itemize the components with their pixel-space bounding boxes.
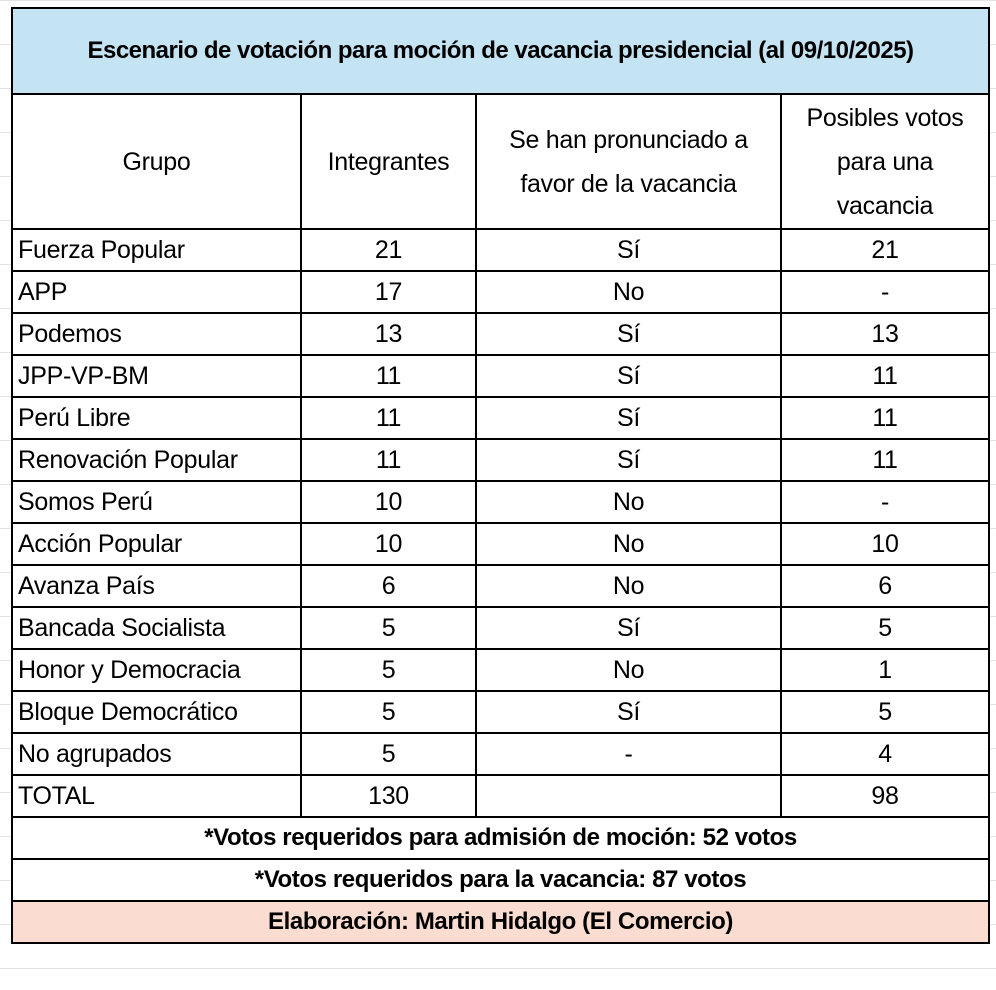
cell-group: Acción Popular	[11, 522, 302, 566]
table-row: No agrupados 5-4	[11, 732, 990, 776]
cell-group: JPP-VP-BM	[11, 354, 302, 398]
cell-group: APP	[11, 270, 302, 314]
cell-possible-votes: 1	[780, 648, 990, 692]
table-row: Fuerza Popular 21 Sí 21	[11, 228, 990, 272]
cell-group: No agrupados	[11, 732, 302, 776]
cell-pronounced: Sí	[475, 438, 782, 482]
cell-possible-votes: 11	[780, 438, 990, 482]
cell-possible-votes: 4	[780, 732, 990, 776]
cell-group: Avanza País	[11, 564, 302, 608]
note-row: *Votos requeridos para la vacancia: 87 v…	[11, 858, 990, 902]
cell-group: Bloque Democrático	[11, 690, 302, 734]
cell-possible-votes: 11	[780, 354, 990, 398]
cell-members: 11	[300, 438, 477, 482]
cell-possible-votes: 10	[780, 522, 990, 566]
cell-possible-votes: 98	[780, 774, 990, 818]
cell-group: Somos Perú	[11, 480, 302, 524]
table-row: APP 17 No -	[11, 270, 990, 314]
cell-members: 5	[300, 690, 477, 734]
required-votes-note: *Votos requeridos para admisión de moció…	[11, 816, 990, 860]
cell-pronounced: No	[475, 270, 782, 314]
cell-members: 10	[300, 522, 477, 566]
header-pronunciado: Se han pronunciado a favor de la vacanci…	[475, 93, 782, 230]
cell-pronounced: No	[475, 648, 782, 692]
cell-group: Podemos	[11, 312, 302, 356]
cell-group: TOTAL	[11, 774, 302, 818]
required-votes-note: *Votos requeridos para la vacancia: 87 v…	[11, 858, 990, 902]
table-row: Perú Libre 11 Sí 11	[11, 396, 990, 440]
cell-members: 13	[300, 312, 477, 356]
cell-possible-votes: -	[780, 480, 990, 524]
header-integrantes: Integrantes	[300, 93, 477, 230]
cell-possible-votes: 5	[780, 606, 990, 650]
cell-members: 5	[300, 648, 477, 692]
credit-row: Elaboración: Martin Hidalgo (El Comercio…	[11, 900, 990, 944]
cell-possible-votes: 6	[780, 564, 990, 608]
cell-members: 21	[300, 228, 477, 272]
credit-text: Elaboración: Martin Hidalgo (El Comercio…	[11, 900, 990, 944]
cell-group: Renovación Popular	[11, 438, 302, 482]
cell-pronounced: Sí	[475, 228, 782, 272]
cell-members: 10	[300, 480, 477, 524]
cell-members: 6	[300, 564, 477, 608]
table-row: Honor y Democracia 5 No 1	[11, 648, 990, 692]
total-row: TOTAL 130 98	[11, 774, 990, 818]
cell-pronounced: Sí	[475, 606, 782, 650]
note-row: *Votos requeridos para admisión de moció…	[11, 816, 990, 860]
cell-pronounced: Sí	[475, 396, 782, 440]
cell-members: 5	[300, 732, 477, 776]
cell-pronounced: No	[475, 564, 782, 608]
cell-group: Bancada Socialista	[11, 606, 302, 650]
cell-group: Honor y Democracia	[11, 648, 302, 692]
table-row: Somos Perú 10 No -	[11, 480, 990, 524]
table-row: Bloque Democrático 5 Sí 5	[11, 690, 990, 734]
cell-possible-votes: -	[780, 270, 990, 314]
cell-members: 130	[300, 774, 477, 818]
table-row: JPP-VP-BM 11 Sí 11	[11, 354, 990, 398]
cell-group: Perú Libre	[11, 396, 302, 440]
cell-possible-votes: 13	[780, 312, 990, 356]
cell-members: 11	[300, 396, 477, 440]
cell-pronounced: No	[475, 522, 782, 566]
cell-possible-votes: 11	[780, 396, 990, 440]
title-row: Escenario de votación para moción de vac…	[11, 7, 990, 95]
cell-pronounced: Sí	[475, 354, 782, 398]
cell-pronounced	[475, 774, 782, 818]
cell-possible-votes: 5	[780, 690, 990, 734]
table-row: Bancada Socialista 5 Sí 5	[11, 606, 990, 650]
header-row: Grupo Integrantes Se han pronunciado a f…	[11, 93, 990, 230]
table-row: Podemos 13 Sí 13	[11, 312, 990, 356]
cell-members: 5	[300, 606, 477, 650]
cell-possible-votes: 21	[780, 228, 990, 272]
header-grupo: Grupo	[11, 93, 302, 230]
cell-pronounced: Sí	[475, 690, 782, 734]
cell-members: 11	[300, 354, 477, 398]
table-row: Acción Popular 10 No 10	[11, 522, 990, 566]
header-posibles-votos: Posibles votos para una vacancia	[780, 93, 990, 230]
table-title: Escenario de votación para moción de vac…	[11, 7, 990, 95]
cell-members: 17	[300, 270, 477, 314]
cell-pronounced: No	[475, 480, 782, 524]
table-row: Avanza País 6 No 6	[11, 564, 990, 608]
table-row: Renovación Popular 11 Sí 11	[11, 438, 990, 482]
cell-pronounced: Sí	[475, 312, 782, 356]
cell-pronounced: -	[475, 732, 782, 776]
vote-scenario-table: Escenario de votación para moción de vac…	[11, 7, 990, 944]
cell-group: Fuerza Popular	[11, 228, 302, 272]
